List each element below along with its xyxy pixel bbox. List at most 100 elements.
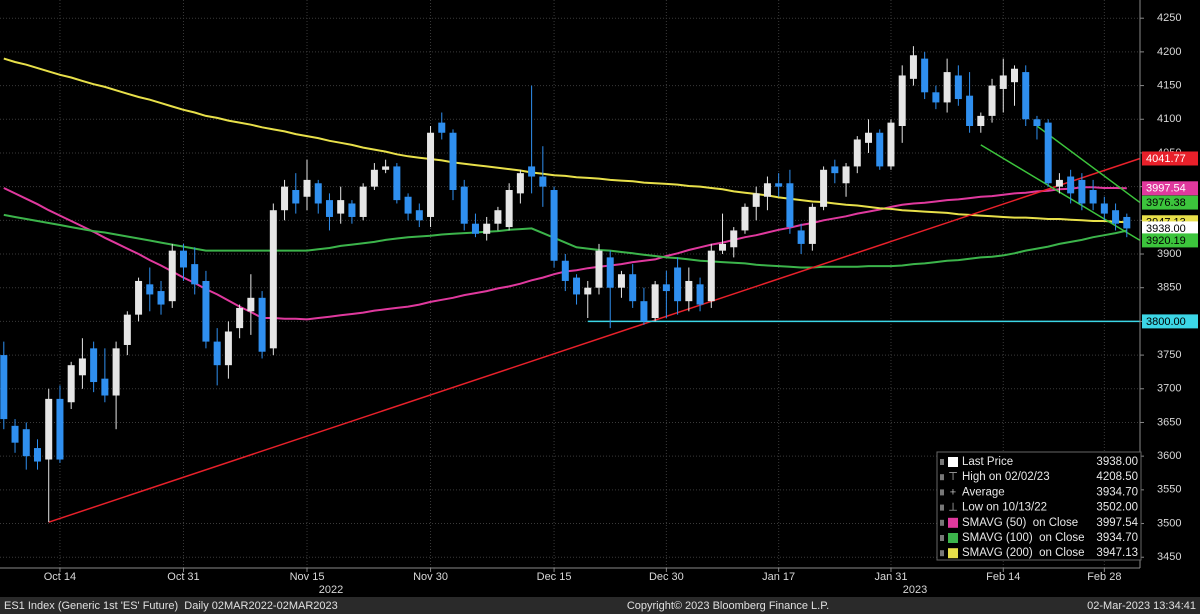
candle-body xyxy=(281,186,289,211)
candle-body xyxy=(101,378,109,396)
candle-body xyxy=(516,173,524,194)
legend-swatch xyxy=(948,533,958,543)
legend-label: Low on 10/13/22 xyxy=(962,502,1047,514)
candle-body xyxy=(135,280,143,315)
candle-body xyxy=(314,183,322,204)
price-tag xyxy=(1142,195,1198,210)
moving-average-line xyxy=(3,57,1127,224)
candle-body xyxy=(427,132,435,217)
year-label: 2023 xyxy=(903,584,927,596)
candle-body xyxy=(707,250,715,302)
candle-body xyxy=(449,132,457,191)
candle-body xyxy=(359,186,367,217)
candle-body xyxy=(1067,176,1075,194)
candle-body xyxy=(943,72,951,103)
footer-bar xyxy=(0,597,1200,614)
price-tag-label: 3800.00 xyxy=(1146,316,1186,328)
legend-handle xyxy=(940,519,944,526)
trend-line xyxy=(1036,125,1141,204)
candle-body xyxy=(370,169,378,187)
candle-body xyxy=(763,183,771,197)
legend-handle xyxy=(940,459,944,465)
trend-line xyxy=(48,157,1141,523)
candle-body xyxy=(606,257,614,288)
legend-value: 3934.70 xyxy=(1096,532,1138,544)
price-tag xyxy=(1142,181,1198,196)
candle-body xyxy=(157,291,165,305)
legend-value: 3934.70 xyxy=(1096,486,1138,498)
legend-handle xyxy=(940,550,944,557)
candle-body xyxy=(1112,210,1120,224)
candle-body xyxy=(22,429,30,457)
legend-value: 4208.50 xyxy=(1096,471,1138,483)
candle-body xyxy=(674,267,682,302)
candle-body xyxy=(45,398,53,460)
legend-box xyxy=(936,451,1142,561)
candle-body xyxy=(483,223,491,234)
grid xyxy=(0,0,1140,568)
price-tag xyxy=(1142,221,1198,236)
y-tick-label: 3850 xyxy=(1157,282,1181,294)
legend-value: 3947.13 xyxy=(1096,547,1138,559)
candle-body xyxy=(505,190,513,228)
legend-label: SMAVG (200) on Close xyxy=(962,547,1085,559)
candle-body xyxy=(853,139,861,167)
candle-body xyxy=(528,166,536,177)
candle-body xyxy=(1078,179,1086,204)
price-tag-label: 3976.38 xyxy=(1146,197,1186,209)
candle-body xyxy=(561,260,569,281)
y-tick-label: 4200 xyxy=(1157,46,1181,58)
candle-body xyxy=(258,297,266,352)
candle-body xyxy=(179,250,187,268)
candle-body xyxy=(887,122,895,167)
price-tag xyxy=(1142,151,1198,166)
candle-body xyxy=(168,250,176,302)
candle-body xyxy=(808,206,816,244)
legend-swatch xyxy=(948,517,958,528)
footer-right: 02-Mar-2023 13:34:41 xyxy=(1087,600,1196,612)
legend-label: SMAVG (100) on Close xyxy=(962,532,1085,544)
candle-body xyxy=(11,425,19,443)
candle-body xyxy=(584,287,592,295)
y-tick-label: 3500 xyxy=(1157,517,1181,529)
candle-body xyxy=(651,284,659,319)
candle-body xyxy=(269,210,277,349)
footer-center: Copyright© 2023 Bloomberg Finance L.P. xyxy=(627,600,829,612)
candle-body xyxy=(842,166,850,184)
candles xyxy=(0,46,1131,523)
candle-body xyxy=(988,85,996,116)
candle-body xyxy=(90,348,98,383)
candle-body xyxy=(292,190,300,204)
candle-body xyxy=(348,203,356,217)
candle-body xyxy=(909,55,917,79)
y-tick-label: 3900 xyxy=(1157,248,1181,260)
candle-body xyxy=(393,166,401,201)
candle-body xyxy=(954,75,962,100)
y-tick-label: 3600 xyxy=(1157,450,1181,462)
legend-handle xyxy=(940,474,944,481)
legend-swatch xyxy=(948,457,958,467)
candle-body xyxy=(629,274,637,302)
y-tick-label: 3550 xyxy=(1157,484,1181,496)
candle-body xyxy=(1011,68,1018,83)
candle-body xyxy=(1089,190,1097,204)
candle-body xyxy=(460,186,468,224)
x-tick-label: Dec 15 xyxy=(537,571,572,583)
trend-line xyxy=(980,144,1141,242)
legend-icon: ⊤ xyxy=(948,471,958,483)
candle-body xyxy=(404,196,412,214)
legend-handle xyxy=(940,504,944,511)
x-tick-label: Nov 15 xyxy=(290,571,325,583)
candle-body xyxy=(123,314,131,345)
price-tag-label: 3920.19 xyxy=(1146,235,1186,247)
candle-body xyxy=(191,264,199,285)
candle-body xyxy=(932,92,940,103)
candle-body xyxy=(415,210,423,221)
candle-body xyxy=(303,179,311,197)
legend-value: 3502.00 xyxy=(1096,502,1138,514)
y-tick-label: 4150 xyxy=(1157,79,1181,91)
candle-body xyxy=(730,230,738,248)
legend-handle xyxy=(940,489,944,496)
